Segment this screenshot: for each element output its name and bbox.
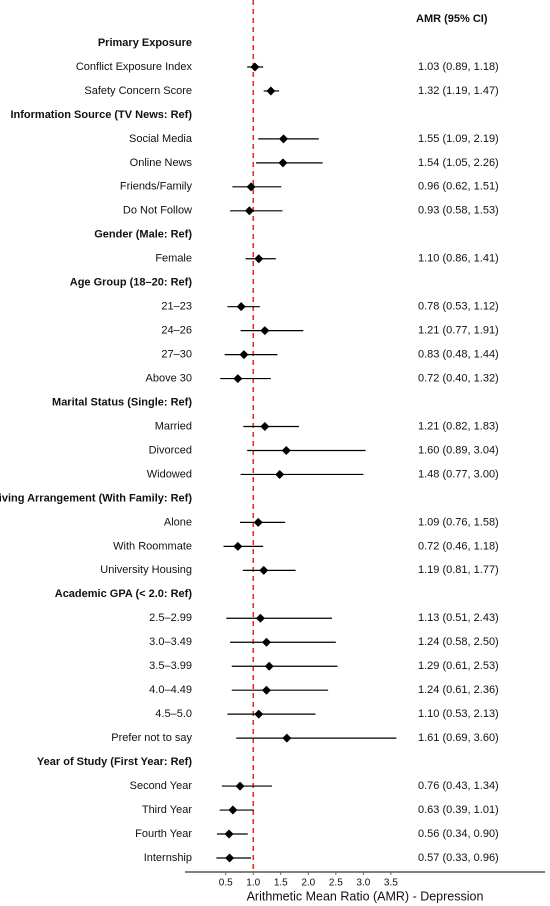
point-estimate: [254, 709, 264, 719]
value-label: 0.56 (0.34, 0.90): [418, 828, 499, 840]
row-label: 24–26: [161, 325, 192, 337]
value-label: 0.72 (0.40, 1.32): [418, 372, 499, 384]
point-estimate: [264, 661, 274, 671]
x-axis-title: Arithmetic Mean Ratio (AMR) - Depression: [247, 889, 484, 903]
group-header: Primary Exposure: [98, 37, 192, 49]
row-label: 4.0–4.49: [149, 684, 192, 696]
row-label: Prefer not to say: [111, 732, 192, 744]
row-label: Conflict Exposure Index: [76, 61, 193, 73]
value-label: 1.60 (0.89, 3.04): [418, 444, 499, 456]
row-label: Fourth Year: [135, 828, 192, 840]
row-label: Friends/Family: [120, 181, 193, 193]
row-label: Online News: [130, 157, 193, 169]
point-estimate: [239, 350, 249, 360]
value-label: 1.13 (0.51, 2.43): [418, 612, 499, 624]
value-label: 0.96 (0.62, 1.51): [418, 181, 499, 193]
row-label: Do Not Follow: [123, 205, 192, 217]
row-label: Second Year: [130, 780, 193, 792]
point-estimate: [228, 805, 238, 815]
row-label: Safety Concern Score: [84, 85, 192, 97]
value-label: 0.93 (0.58, 1.53): [418, 205, 499, 217]
row-label: 27–30: [161, 349, 192, 361]
row-label: 2.5–2.99: [149, 612, 192, 624]
value-label: 0.63 (0.39, 1.01): [418, 804, 499, 816]
column-header: AMR (95% CI): [416, 13, 488, 25]
point-estimate: [224, 829, 234, 839]
x-tick-label: 0.5: [219, 878, 233, 889]
x-tick-label: 2.5: [329, 878, 343, 889]
point-estimate: [233, 374, 243, 384]
value-label: 1.54 (1.05, 2.26): [418, 157, 499, 169]
row-label: Third Year: [142, 804, 192, 816]
point-estimate: [259, 565, 269, 575]
value-label: 1.19 (0.81, 1.77): [418, 564, 499, 576]
point-estimate: [255, 613, 265, 623]
row-label: Married: [155, 420, 192, 432]
value-label: 1.24 (0.61, 2.36): [418, 684, 499, 696]
group-header: Gender (Male: Ref): [94, 229, 192, 241]
point-estimate: [261, 637, 271, 647]
row-label: University Housing: [100, 564, 192, 576]
row-label: 4.5–5.0: [155, 708, 192, 720]
value-label: 1.09 (0.76, 1.58): [418, 516, 499, 528]
point-estimate: [261, 685, 271, 695]
point-estimate: [244, 206, 254, 216]
x-tick-label: 3.0: [356, 878, 370, 889]
value-label: 1.32 (1.19, 1.47): [418, 85, 499, 97]
point-estimate: [250, 62, 260, 72]
point-estimate: [282, 733, 292, 743]
value-label: 1.61 (0.69, 3.60): [418, 732, 499, 744]
value-label: 1.21 (0.82, 1.83): [418, 420, 499, 432]
group-header: Information Source (TV News: Ref): [10, 109, 192, 121]
point-estimate: [233, 541, 243, 551]
value-label: 0.78 (0.53, 1.12): [418, 301, 499, 313]
point-estimate: [278, 158, 288, 168]
point-estimate: [281, 445, 291, 455]
row-label: 21–23: [161, 301, 192, 313]
row-label: Internship: [144, 852, 192, 864]
point-estimate: [260, 422, 270, 432]
row-label: Social Media: [129, 133, 193, 145]
point-estimate: [254, 254, 264, 264]
row-label: Female: [155, 253, 192, 265]
value-label: 1.03 (0.89, 1.18): [418, 61, 499, 73]
point-estimate: [225, 853, 235, 863]
point-estimate: [266, 86, 276, 96]
group-header: Living Arrangement (With Family: Ref): [0, 492, 192, 504]
row-label: 3.5–3.99: [149, 660, 192, 672]
point-estimate: [253, 517, 263, 527]
x-tick-label: 1.0: [246, 878, 260, 889]
point-estimate: [246, 182, 256, 192]
value-label: 1.48 (0.77, 3.00): [418, 468, 499, 480]
group-header: Academic GPA (< 2.0: Ref): [55, 588, 193, 600]
value-label: 0.76 (0.43, 1.34): [418, 780, 499, 792]
value-label: 0.72 (0.46, 1.18): [418, 540, 499, 552]
point-estimate: [235, 781, 245, 791]
point-estimate: [260, 326, 270, 336]
value-label: 1.55 (1.09, 2.19): [418, 133, 499, 145]
row-label: Above 30: [146, 372, 192, 384]
row-label: 3.0–3.49: [149, 636, 192, 648]
x-tick-label: 3.5: [384, 878, 398, 889]
row-label: Widowed: [147, 468, 192, 480]
value-label: 1.24 (0.58, 2.50): [418, 636, 499, 648]
row-label: With Roommate: [113, 540, 192, 552]
value-label: 1.10 (0.86, 1.41): [418, 253, 499, 265]
x-tick-label: 1.5: [274, 878, 288, 889]
value-label: 1.10 (0.53, 2.13): [418, 708, 499, 720]
value-label: 0.57 (0.33, 0.96): [418, 852, 499, 864]
value-label: 1.29 (0.61, 2.53): [418, 660, 499, 672]
group-header: Year of Study (First Year: Ref): [37, 756, 192, 768]
point-estimate: [236, 302, 246, 312]
value-label: 0.83 (0.48, 1.44): [418, 349, 499, 361]
value-label: 1.21 (0.77, 1.91): [418, 325, 499, 337]
point-estimate: [275, 469, 285, 479]
group-header: Age Group (18–20: Ref): [70, 277, 193, 289]
row-label: Divorced: [149, 444, 192, 456]
x-tick-label: 2.0: [301, 878, 315, 889]
group-header: Marital Status (Single: Ref): [52, 396, 192, 408]
point-estimate: [279, 134, 289, 144]
row-label: Alone: [164, 516, 192, 528]
